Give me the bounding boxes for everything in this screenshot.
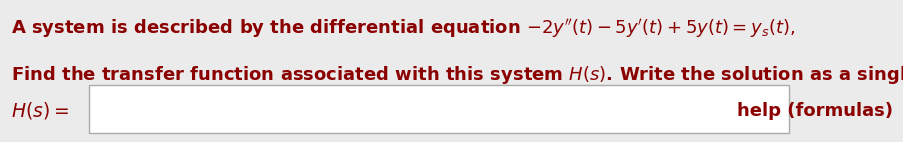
Text: A system is described by the differential equation $-2y''(t) - 5y'(t) + 5y(t) = : A system is described by the differentia… bbox=[11, 17, 794, 40]
Text: $H(s) = $: $H(s) = $ bbox=[11, 100, 69, 121]
FancyBboxPatch shape bbox=[88, 85, 788, 133]
Text: Find the transfer function associated with this system $H(s)$. Write the solutio: Find the transfer function associated wi… bbox=[11, 64, 903, 86]
Text: help (formulas): help (formulas) bbox=[736, 102, 892, 120]
